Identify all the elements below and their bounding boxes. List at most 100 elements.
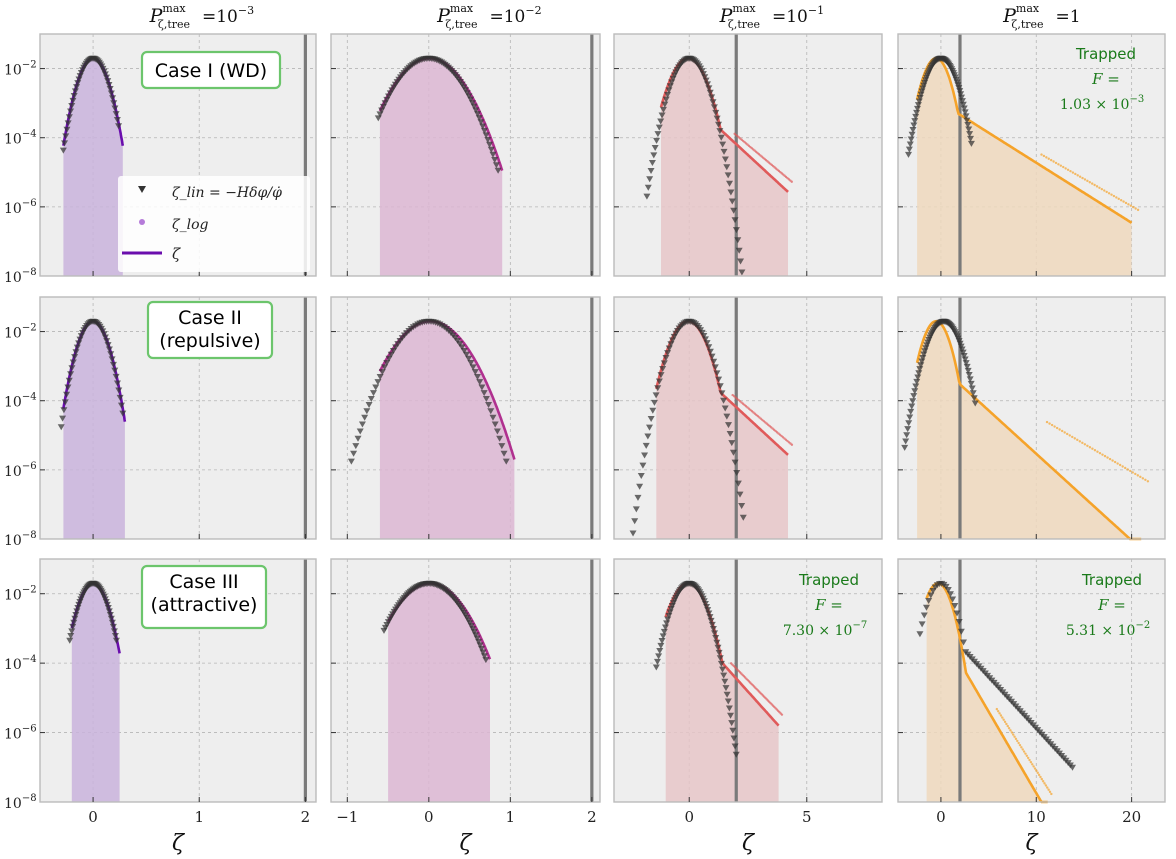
zeta-log-point: [1028, 758, 1031, 762]
zeta-lin-marker: [381, 364, 389, 371]
zeta-log-point: [1024, 752, 1027, 755]
zeta-lin-marker: [727, 189, 735, 196]
zeta-lin-marker: [462, 351, 470, 358]
zeta-fill: [379, 58, 503, 277]
zeta-lin-marker: [487, 408, 495, 415]
zeta-lin-marker: [480, 127, 488, 134]
y-tick-label: 10−4: [4, 129, 37, 148]
zeta-lin-marker: [111, 105, 119, 112]
zeta-log-point: [1111, 459, 1114, 462]
zeta-lin-marker: [734, 480, 742, 487]
zeta-lin-marker: [963, 363, 971, 370]
zeta-log-point: [1050, 423, 1054, 427]
zeta-log-point: [1040, 153, 1043, 156]
zeta-lin-marker: [650, 152, 658, 159]
zeta-lin-marker: [652, 664, 660, 671]
zeta-fill: [917, 321, 1142, 539]
zeta-lin-marker: [963, 117, 971, 124]
y-tick-label: 10−2: [4, 585, 37, 604]
zeta-lin-marker: [666, 83, 674, 90]
zeta-lin-marker: [724, 698, 732, 705]
zeta-lin-marker: [966, 376, 974, 383]
zeta-lin-marker: [917, 362, 925, 369]
zeta-lin-marker: [378, 369, 386, 376]
zeta-lin-marker: [71, 615, 79, 622]
zeta-lin-marker: [655, 653, 663, 660]
zeta-lin-marker: [465, 355, 473, 362]
column-title-sub: ζ,tree: [445, 18, 477, 31]
zeta-lin-marker: [637, 472, 645, 479]
zeta-lin-marker: [489, 151, 497, 158]
zeta-lin-marker: [721, 405, 729, 412]
zeta-log-point: [1040, 777, 1044, 781]
zeta-lin-marker: [970, 395, 978, 402]
zeta-lin-marker: [710, 358, 718, 365]
zeta-log-point: [1110, 193, 1113, 196]
column-title-sub: ζ,tree: [1011, 18, 1043, 31]
zeta-log-point: [1069, 169, 1072, 173]
column-title-sup: max: [732, 2, 756, 15]
zeta-lin-marker: [647, 415, 655, 422]
zeta-lin-marker: [632, 506, 640, 513]
zeta-lin-marker: [967, 380, 975, 387]
zeta-log-point: [1039, 775, 1042, 779]
y-tick-label: 10−6: [4, 724, 37, 743]
case-label-line1: Case I (WD): [155, 60, 267, 82]
zeta-fill: [917, 58, 1132, 277]
case-label-box: [140, 564, 268, 630]
zeta-lin-marker: [64, 120, 72, 127]
zeta-lin-marker: [705, 85, 713, 92]
zeta-lin-marker: [653, 137, 661, 144]
zeta-lin-marker: [454, 338, 462, 345]
zeta-lin-marker: [724, 172, 732, 179]
zeta-lin-marker: [103, 338, 111, 345]
zeta-log-point: [1136, 208, 1140, 212]
zeta-log-point: [1108, 457, 1112, 461]
zeta-lin-marker: [656, 648, 664, 655]
zeta-lin-marker: [907, 408, 915, 415]
zeta-lin-marker: [641, 452, 649, 459]
column-title-value: =10−2: [490, 4, 542, 27]
zeta-lin-marker: [107, 90, 115, 97]
zeta-lin-marker: [660, 628, 668, 635]
x-tick-label: 20: [1122, 808, 1141, 826]
zeta-lin-marker: [901, 444, 909, 451]
panel-frame: [39, 296, 317, 540]
zeta-lin-marker: [914, 374, 922, 381]
x-tick-label: −1: [336, 808, 358, 826]
zeta-log-point: [1076, 174, 1079, 177]
zeta-lin-marker: [953, 610, 961, 617]
zeta-lin-marker: [721, 678, 729, 685]
zeta-lin-marker: [720, 397, 728, 404]
zeta-lin-marker: [482, 132, 490, 139]
zeta-log-point: [1037, 773, 1041, 777]
x-axis-label: ζ: [460, 831, 474, 856]
zeta-log-point: [1096, 450, 1099, 453]
zeta-log-point: [790, 180, 793, 183]
zeta-lin-marker: [73, 344, 81, 351]
zeta-lin-marker: [107, 615, 115, 622]
zeta-lin-marker: [706, 614, 714, 621]
zeta-log-point: [1088, 446, 1092, 449]
zeta-lin-marker: [383, 359, 391, 366]
zeta-log-point: [1118, 463, 1122, 467]
zeta-log-point: [1020, 746, 1023, 749]
zeta-lin-marker: [723, 164, 731, 171]
zeta-lin-marker: [709, 626, 717, 633]
zeta-log-point: [1058, 428, 1061, 431]
zeta-fill: [71, 583, 120, 802]
zeta-lin-marker: [730, 207, 738, 214]
zeta-lin-marker: [918, 621, 926, 628]
zeta-lin-marker: [951, 602, 959, 609]
trapped-formula: F =: [814, 596, 843, 614]
zeta-lin-marker: [726, 180, 734, 187]
zeta-lin-marker: [732, 751, 740, 758]
zeta-lin-marker: [112, 637, 120, 644]
zeta-lin-marker: [909, 398, 917, 405]
zeta-lin-marker: [473, 374, 481, 381]
zeta-log-point: [1081, 176, 1084, 180]
zeta-log-point: [1053, 425, 1056, 428]
zeta-fill: [661, 58, 788, 277]
zeta-lin-marker: [476, 642, 484, 649]
zeta-lin-marker: [72, 349, 80, 356]
